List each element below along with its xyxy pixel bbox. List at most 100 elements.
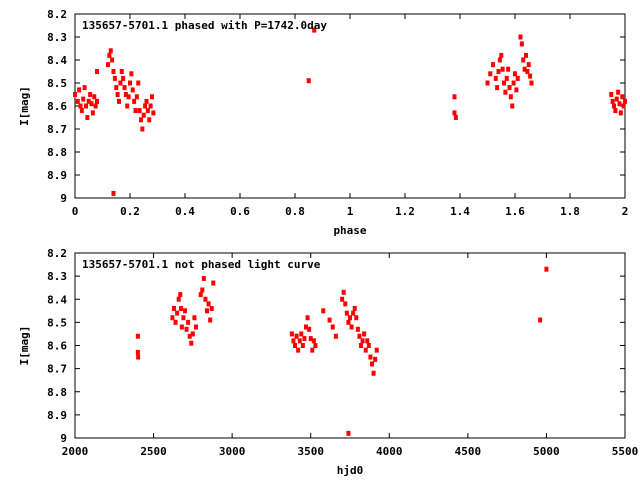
data-point: [133, 108, 138, 114]
data-point: [300, 343, 305, 348]
data-point: [84, 103, 88, 109]
x-tick-label: 5000: [533, 445, 560, 458]
data-point: [349, 324, 354, 330]
data-point: [211, 280, 216, 286]
data-point: [507, 85, 512, 91]
x-axis-label: phase: [333, 224, 366, 237]
data-point: [513, 71, 517, 77]
data-point: [192, 315, 197, 321]
x-tick-label: 0.8: [285, 205, 305, 218]
data-point: [351, 310, 356, 316]
data-point: [500, 66, 505, 72]
data-point: [341, 289, 346, 295]
data-point: [112, 75, 117, 81]
x-tick-label: 5500: [612, 445, 639, 458]
data-point: [125, 103, 130, 109]
data-point: [145, 108, 150, 114]
data-point: [183, 308, 187, 314]
data-point: [609, 92, 614, 97]
data-point: [330, 324, 335, 330]
data-point: [340, 296, 345, 302]
data-point: [106, 62, 110, 68]
data-point: [130, 87, 135, 93]
data-point: [121, 75, 126, 81]
data-point: [313, 343, 318, 348]
data-point: [144, 98, 149, 104]
data-point: [312, 27, 317, 33]
data-point: [115, 92, 120, 97]
data-point: [506, 66, 511, 72]
data-point: [617, 101, 622, 107]
data-point: [371, 370, 376, 376]
data-point: [621, 103, 626, 109]
plot-frame: [74, 13, 626, 199]
data-point: [491, 62, 495, 68]
y-axis-label: I[mag]: [18, 86, 31, 126]
chart-title: 135657-5701.1 phased with P=1742.0day: [82, 19, 327, 32]
data-point: [352, 306, 357, 311]
data-point: [110, 57, 115, 63]
data-point: [178, 292, 183, 298]
data-point: [524, 52, 528, 58]
data-point: [198, 292, 203, 298]
data-point: [522, 66, 527, 72]
data-point: [187, 333, 192, 339]
y-tick-label: 8.3: [47, 270, 67, 283]
data-point: [363, 347, 368, 353]
data-point: [452, 110, 457, 116]
data-point: [123, 92, 128, 97]
data-point: [495, 85, 500, 91]
data-point: [150, 94, 154, 100]
data-point: [515, 75, 520, 81]
data-point: [194, 324, 198, 330]
data-point: [135, 333, 140, 339]
data-point: [357, 333, 362, 339]
data-point: [111, 69, 116, 74]
y-tick-label: 8.7: [47, 123, 67, 136]
data-point: [493, 75, 498, 81]
data-point: [510, 103, 515, 109]
y-tick-label: 8.8: [47, 386, 67, 399]
data-point: [291, 338, 296, 344]
data-point: [521, 57, 526, 63]
data-point: [148, 103, 153, 109]
y-tick-label: 9: [60, 432, 67, 445]
data-point: [373, 356, 378, 362]
data-point: [78, 103, 83, 109]
data-point: [122, 85, 127, 91]
x-tick-label: 0.6: [230, 205, 250, 218]
data-point: [141, 112, 146, 118]
data-point: [528, 73, 533, 79]
x-tick-label: 0.2: [120, 205, 140, 218]
data-point: [333, 333, 338, 339]
y-tick-label: 8.5: [47, 316, 67, 329]
data-point: [186, 319, 191, 325]
data-point: [90, 110, 95, 116]
x-tick-label: 2: [622, 205, 629, 218]
data-point: [175, 310, 180, 316]
y-tick-label: 8.7: [47, 363, 67, 376]
data-point: [293, 343, 297, 348]
x-tick-label: 2000: [62, 445, 89, 458]
data-point: [310, 347, 315, 353]
data-point: [190, 331, 195, 337]
data-point: [321, 308, 326, 314]
x-tick-label: 3500: [297, 445, 324, 458]
x-tick-label: 3000: [219, 445, 246, 458]
data-point: [499, 52, 504, 58]
plot-frame: [74, 252, 626, 439]
data-point: [362, 331, 367, 337]
data-point: [529, 80, 534, 86]
data-point: [181, 315, 186, 321]
data-point: [612, 103, 616, 109]
data-point: [203, 296, 208, 302]
data-point: [502, 80, 506, 86]
data-point: [119, 69, 124, 74]
data-point: [114, 85, 119, 91]
data-point: [453, 115, 458, 120]
data-point: [184, 326, 189, 332]
data-point: [93, 103, 98, 109]
x-axis-label: hjd0: [337, 464, 364, 477]
data-point: [365, 338, 370, 344]
data-point: [343, 301, 348, 307]
